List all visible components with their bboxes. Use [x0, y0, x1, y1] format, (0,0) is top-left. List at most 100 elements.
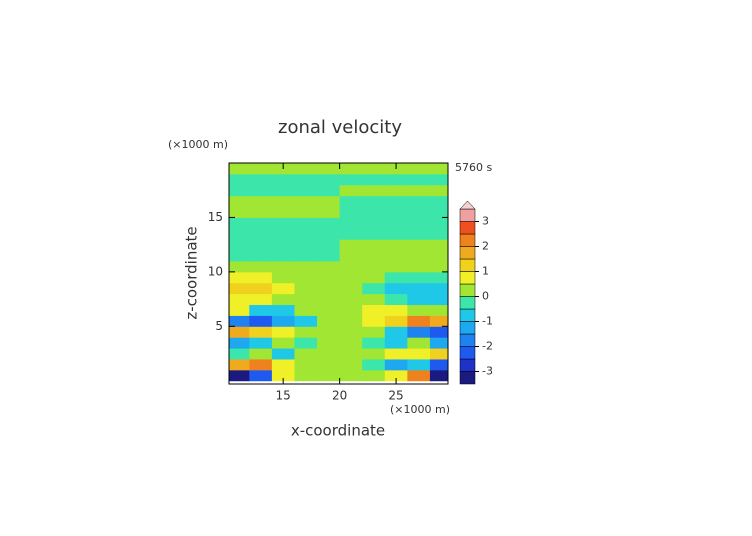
x-tick-label: 25	[388, 389, 403, 403]
y-axis-label: z-coordinate	[183, 226, 201, 319]
colorbar-box	[459, 258, 476, 272]
x-tick-label: 15	[276, 389, 291, 403]
contour-cell	[249, 195, 273, 208]
contour-cell	[294, 163, 318, 175]
contour-cell	[294, 315, 318, 327]
contour-cell	[229, 315, 250, 327]
contour-cell	[294, 348, 318, 360]
contour-cell	[339, 358, 363, 371]
contour-cell	[339, 260, 363, 273]
contour-cell	[384, 293, 408, 306]
contour-cell	[229, 271, 250, 284]
contour-cell	[339, 282, 363, 295]
contour-cell	[271, 293, 295, 306]
contour-cell	[429, 195, 448, 208]
contour-cell	[249, 358, 273, 371]
contour-cell	[317, 282, 341, 295]
colorbar-box	[459, 271, 476, 285]
contour-cell	[271, 348, 295, 360]
colorbar-box	[459, 233, 476, 247]
contour-cell	[407, 304, 431, 316]
contour-cell	[362, 326, 386, 338]
contour-cell	[429, 184, 448, 197]
contour-cell	[229, 260, 250, 273]
time-label: 5760 s	[455, 161, 492, 174]
contour-cell	[271, 250, 295, 262]
contour-cell	[294, 206, 318, 218]
contour-cell	[317, 315, 341, 327]
contour-cell	[317, 173, 341, 186]
contour-cell	[249, 217, 273, 229]
contour-cell	[317, 239, 341, 251]
contour-cell	[294, 293, 318, 306]
contour-cell	[407, 348, 431, 360]
contour-cell	[339, 369, 363, 382]
contour-cell	[294, 260, 318, 273]
contour-cell	[317, 250, 341, 262]
contour-cell	[339, 315, 363, 327]
contour-cell	[229, 173, 250, 186]
contour-cell	[407, 260, 431, 273]
contour-cell	[339, 163, 363, 175]
contour-cell	[229, 195, 250, 208]
contour-cell	[339, 239, 363, 251]
contour-cell	[429, 260, 448, 273]
contour-cell	[271, 195, 295, 208]
colorbar-label: -2	[482, 340, 493, 353]
contour-cell	[429, 239, 448, 251]
contour-cell	[362, 260, 386, 273]
contour-cell	[271, 326, 295, 338]
contour-cell	[339, 250, 363, 262]
contour-cell	[294, 195, 318, 208]
contour-cell	[339, 217, 363, 229]
contour-cell	[384, 206, 408, 218]
contour-cell	[407, 282, 431, 295]
x-unit: (×1000 m)	[390, 403, 450, 416]
contour-cell	[229, 163, 250, 175]
contour-cell	[317, 271, 341, 284]
contour-cell	[362, 282, 386, 295]
contour-cell	[249, 163, 273, 175]
contour-cell	[339, 228, 363, 240]
contour-cell	[362, 206, 386, 218]
contour-cell	[384, 326, 408, 338]
contour-cell	[384, 173, 408, 186]
contour-cell	[317, 184, 341, 197]
contour-cell	[407, 228, 431, 240]
colorbar-box	[459, 246, 476, 260]
contour-cell	[339, 184, 363, 197]
x-tick-label: 20	[332, 389, 347, 403]
contour-cell	[271, 315, 295, 327]
contour-cell	[271, 271, 295, 284]
chart-title: zonal velocity	[278, 117, 402, 138]
contour-cell	[362, 250, 386, 262]
contour-cell	[384, 228, 408, 240]
contour-cell	[294, 217, 318, 229]
z-unit: (×1000 m)	[168, 138, 228, 151]
x-axis-label: x-coordinate	[291, 422, 385, 440]
contour-cell	[429, 326, 448, 338]
colorbar-box	[459, 371, 476, 385]
contour-cell	[249, 184, 273, 197]
contour-cell	[229, 217, 250, 229]
contour-cell	[271, 217, 295, 229]
colorbar-box	[459, 221, 476, 235]
y-tick-label: 10	[208, 264, 223, 278]
contour-cell	[384, 304, 408, 316]
contour-cell	[362, 337, 386, 349]
contour-cell	[407, 195, 431, 208]
contour-cell	[249, 326, 273, 338]
contour-cell	[249, 173, 273, 186]
colorbar-box	[459, 333, 476, 347]
contour-cell	[362, 315, 386, 327]
contour-cell	[339, 271, 363, 284]
contour-cell	[271, 228, 295, 240]
contour-cell	[362, 239, 386, 251]
contour-cell	[249, 260, 273, 273]
contour-cell	[229, 304, 250, 316]
contour-cell	[362, 228, 386, 240]
contour-cell	[317, 326, 341, 338]
contour-cell	[249, 250, 273, 262]
contour-cell	[407, 337, 431, 349]
